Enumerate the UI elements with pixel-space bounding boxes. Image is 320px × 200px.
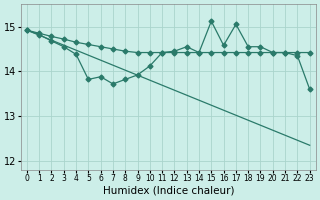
X-axis label: Humidex (Indice chaleur): Humidex (Indice chaleur) xyxy=(102,186,234,196)
